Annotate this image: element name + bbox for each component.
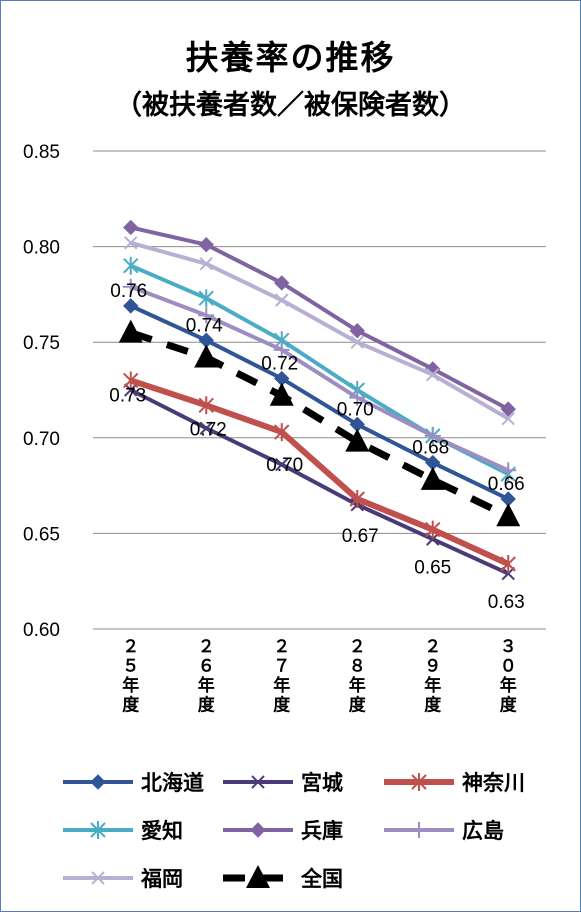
data-label: 0.76 [110,281,147,302]
data-point [501,566,515,581]
y-tick-label: 0.60 [23,620,60,641]
data-point [198,396,214,415]
data-label: 0.73 [109,385,146,406]
legend-marker [90,821,106,839]
x-tick-label: ２７年度 [273,637,291,716]
series-line [129,329,510,520]
data-point [123,298,139,314]
legend-label: 宮城 [301,771,343,795]
data-label: 0.68 [412,438,449,459]
legend-marker [91,871,105,885]
data-label: 0.65 [414,558,451,579]
data-point [426,367,440,382]
data-point [275,293,289,307]
legend-marker [90,774,106,790]
data-label: 0.72 [261,354,298,375]
legend-label: 北海道 [141,771,204,795]
series-line [129,388,510,576]
data-point [274,423,290,442]
series-line [130,240,510,421]
data-point [500,462,517,479]
data-point [198,236,214,253]
data-point [426,532,440,546]
data-label: 0.72 [190,419,227,440]
data-point [425,520,441,539]
data-point [122,278,139,295]
legend-marker [251,775,265,789]
series-line [130,225,510,411]
series-line [129,377,510,567]
data-point [123,371,139,390]
y-tick-label: 0.75 [23,333,60,354]
data-point [198,289,214,308]
y-tick-label: 0.65 [23,524,60,545]
data-point [194,344,219,368]
legend-marker [411,773,427,791]
data-point [123,219,139,236]
data-point [349,389,366,406]
data-point [349,323,365,339]
data-label: 0.74 [186,315,223,336]
x-tick-label: ２５年度 [122,637,140,716]
data-point [124,236,138,250]
data-point [275,457,289,472]
data-point [274,275,290,291]
series-line [130,284,510,473]
data-point [496,503,521,527]
data-point [199,421,213,435]
data-point [420,466,445,490]
data-label: 0.70 [337,399,374,420]
data-point [500,554,516,573]
chart-title: 扶養率の推移 [185,38,396,77]
y-tick-label: 0.80 [23,238,60,259]
legend-label: 神奈川 [462,771,525,795]
legend-label: 全国 [300,867,343,891]
legend-label: 福岡 [140,867,183,891]
series-line [129,304,510,501]
data-point [123,256,139,275]
data-point [118,319,143,343]
data-point [273,341,290,358]
data-label: 0.70 [266,455,303,476]
data-point [269,382,294,406]
data-point [500,401,516,417]
x-tick-label: ３０年度 [500,637,518,716]
data-point [124,383,138,397]
x-tick-label: ２６年度 [198,637,216,716]
data-point [350,335,364,349]
y-tick-label: 0.85 [23,142,60,163]
legend-marker [411,822,427,838]
data-label: 0.63 [488,592,525,613]
data-label: 0.66 [488,474,525,495]
legend-label: 広島 [462,819,504,843]
data-point [424,427,441,444]
x-tick-label: ２８年度 [349,637,367,716]
legend-marker [250,822,266,838]
legend-label: 愛知 [141,819,183,843]
data-point [349,489,365,508]
legend-label: 兵庫 [301,819,343,843]
legend-marker [246,865,270,888]
data-point [345,428,370,452]
chart-subtitle: （被扶養者数／被保険者数） [115,90,466,121]
data-point [199,257,213,271]
data-label: 0.67 [342,526,379,547]
data-point [198,307,215,324]
y-tick-label: 0.70 [23,429,60,450]
data-point [501,411,515,426]
x-tick-label: ２９年度 [424,637,442,716]
